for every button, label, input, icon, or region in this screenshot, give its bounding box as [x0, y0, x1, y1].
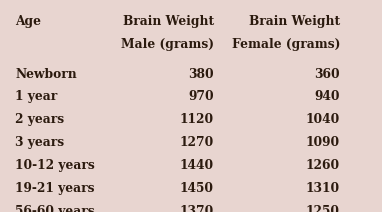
Text: 1040: 1040 — [306, 113, 340, 126]
Text: 1310: 1310 — [306, 182, 340, 195]
Text: 1120: 1120 — [180, 113, 214, 126]
Text: 1270: 1270 — [180, 136, 214, 149]
Text: 56-60 years: 56-60 years — [15, 205, 95, 212]
Text: Newborn: Newborn — [15, 67, 77, 81]
Text: Brain Weight: Brain Weight — [123, 15, 214, 28]
Text: 940: 940 — [314, 90, 340, 103]
Text: 360: 360 — [314, 67, 340, 81]
Text: Male (grams): Male (grams) — [121, 38, 214, 51]
Text: 10-12 years: 10-12 years — [15, 159, 95, 172]
Text: 2 years: 2 years — [15, 113, 65, 126]
Text: Brain Weight: Brain Weight — [249, 15, 340, 28]
Text: 3 years: 3 years — [15, 136, 65, 149]
Text: 1370: 1370 — [180, 205, 214, 212]
Text: 1440: 1440 — [180, 159, 214, 172]
Text: 970: 970 — [188, 90, 214, 103]
Text: 1090: 1090 — [306, 136, 340, 149]
Text: 19-21 years: 19-21 years — [15, 182, 95, 195]
Text: 1 year: 1 year — [15, 90, 58, 103]
Text: 1260: 1260 — [306, 159, 340, 172]
Text: 1450: 1450 — [180, 182, 214, 195]
Text: Female (grams): Female (grams) — [231, 38, 340, 51]
Text: 1250: 1250 — [306, 205, 340, 212]
Text: Age: Age — [15, 15, 41, 28]
Text: 380: 380 — [188, 67, 214, 81]
